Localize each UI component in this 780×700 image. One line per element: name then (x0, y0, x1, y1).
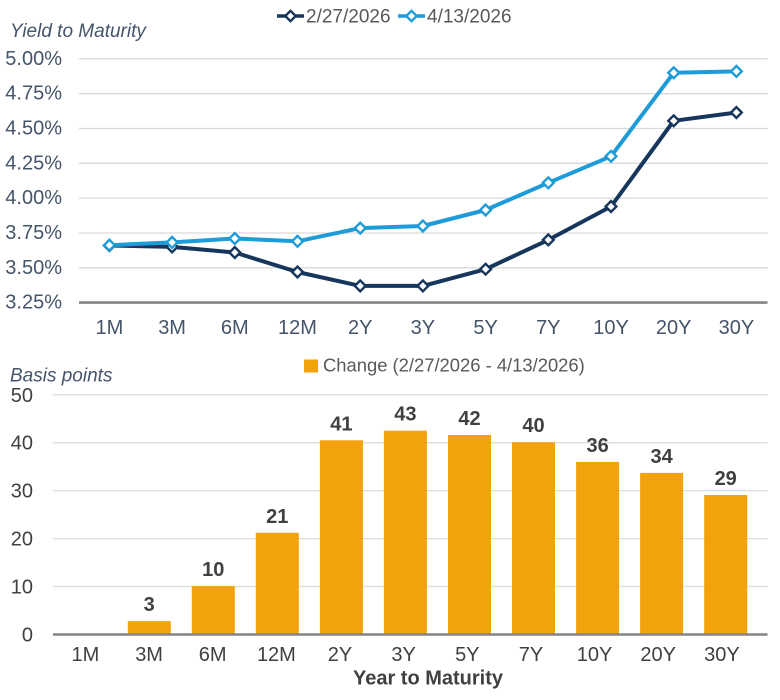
svg-text:20: 20 (11, 529, 33, 551)
svg-text:4/13/2026: 4/13/2026 (427, 7, 512, 28)
svg-text:30Y: 30Y (704, 644, 740, 666)
svg-text:34: 34 (650, 446, 673, 468)
svg-text:12M: 12M (278, 317, 317, 339)
svg-text:5Y: 5Y (473, 317, 497, 339)
svg-text:4.25%: 4.25% (5, 152, 62, 174)
svg-text:50: 50 (11, 385, 33, 407)
svg-text:0: 0 (22, 625, 33, 647)
svg-text:30Y: 30Y (719, 317, 755, 339)
svg-text:4.00%: 4.00% (5, 187, 62, 209)
svg-text:2Y: 2Y (328, 644, 352, 666)
svg-text:10Y: 10Y (593, 317, 629, 339)
svg-text:6M: 6M (221, 317, 249, 339)
svg-text:42: 42 (458, 408, 480, 430)
svg-text:2/27/2026: 2/27/2026 (306, 7, 391, 28)
svg-text:40: 40 (11, 433, 33, 455)
svg-text:4.50%: 4.50% (5, 118, 62, 140)
svg-text:1M: 1M (96, 317, 124, 339)
svg-text:Yield to Maturity: Yield to Maturity (10, 21, 147, 42)
svg-text:5Y: 5Y (455, 644, 479, 666)
svg-text:10: 10 (202, 559, 224, 581)
svg-text:40: 40 (522, 415, 544, 437)
svg-text:12M: 12M (257, 644, 296, 666)
svg-text:Basis points: Basis points (10, 366, 113, 387)
svg-text:5.00%: 5.00% (5, 48, 62, 70)
svg-text:10Y: 10Y (577, 644, 613, 666)
svg-text:1M: 1M (72, 644, 100, 666)
svg-text:Change (2/27/2026 - 4/13/2026): Change (2/27/2026 - 4/13/2026) (323, 355, 585, 376)
svg-text:10: 10 (11, 577, 33, 599)
svg-text:3M: 3M (135, 644, 163, 666)
svg-text:7Y: 7Y (536, 317, 560, 339)
svg-text:21: 21 (266, 506, 288, 528)
svg-text:3Y: 3Y (411, 317, 435, 339)
svg-text:3.25%: 3.25% (5, 292, 62, 314)
svg-text:3Y: 3Y (391, 644, 415, 666)
svg-text:43: 43 (394, 404, 416, 426)
svg-text:2Y: 2Y (348, 317, 372, 339)
svg-text:3.50%: 3.50% (5, 257, 62, 279)
svg-text:Year to Maturity: Year to Maturity (353, 668, 504, 690)
svg-text:3: 3 (144, 594, 155, 616)
svg-text:41: 41 (330, 413, 352, 435)
svg-text:36: 36 (586, 435, 608, 457)
svg-text:6M: 6M (199, 644, 227, 666)
svg-text:3.75%: 3.75% (5, 222, 62, 244)
svg-text:30: 30 (11, 481, 33, 503)
svg-text:3M: 3M (158, 317, 186, 339)
svg-text:20Y: 20Y (640, 644, 676, 666)
svg-text:29: 29 (715, 468, 737, 490)
svg-text:7Y: 7Y (519, 644, 543, 666)
svg-text:4.75%: 4.75% (5, 83, 62, 105)
svg-text:20Y: 20Y (656, 317, 692, 339)
